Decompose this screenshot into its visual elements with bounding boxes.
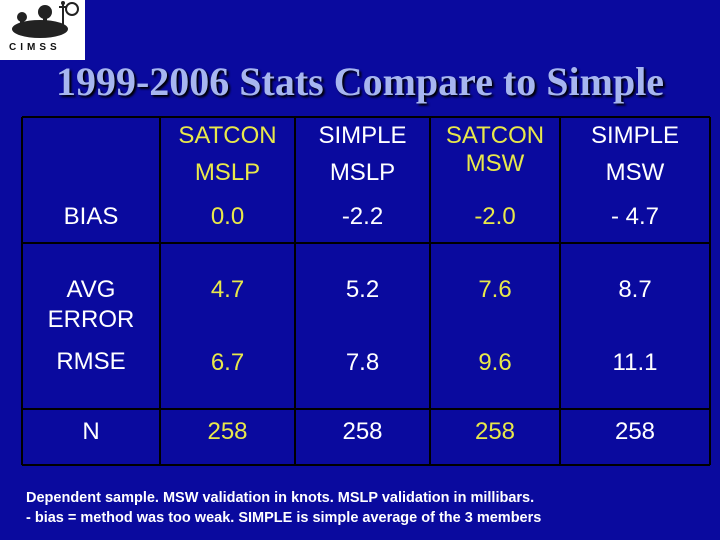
row-label-avg-error-line1: AVG	[66, 276, 116, 303]
cell-bias-simple-mslp: -2.2	[341, 203, 384, 230]
cell-n-simple-msw: 258	[614, 418, 656, 445]
logo-text: CIMSS	[9, 42, 61, 53]
cell-bias-satcon-mslp: 0.0	[210, 203, 245, 230]
header-simple-mslp-line2: MSLP	[329, 159, 396, 186]
header-simple-msw: SIMPLE MSW	[560, 122, 710, 187]
cell-rmse-satcon-msw: 9.6	[478, 349, 512, 376]
row-label-avg-error: AVG ERROR	[22, 275, 160, 335]
cell-n-satcon-mslp: 258	[207, 418, 248, 445]
cell-rmse-satcon-mslp: 6.7	[210, 349, 245, 376]
cimss-logo-icon	[12, 1, 79, 38]
slide-title: 1999-2006 Stats Compare to Simple	[55, 59, 665, 104]
cell-n-simple-mslp: 258	[342, 418, 383, 445]
header-satcon-msw-line2: MSW	[465, 150, 525, 177]
cell-avg-error-satcon-mslp: 4.7	[210, 276, 245, 303]
header-simple-msw-line1: SIMPLE	[590, 122, 680, 149]
row-label-rmse: RMSE	[56, 348, 126, 375]
cimss-logo: CIMSS	[0, 0, 85, 60]
footnote: Dependent sample. MSW validation in knot…	[26, 488, 541, 528]
row-label-n: N	[82, 418, 100, 445]
row-label-bias: BIAS	[63, 203, 119, 230]
header-simple-msw-line2: MSW	[605, 159, 665, 186]
row-label-avg-error-line2: ERROR	[47, 306, 135, 333]
header-simple-mslp-line1: SIMPLE	[318, 122, 407, 149]
cell-rmse-simple-mslp: 7.8	[345, 349, 380, 376]
header-simple-mslp: SIMPLE MSLP	[295, 122, 430, 187]
cell-avg-error-simple-msw: 8.7	[618, 276, 652, 303]
cell-avg-error-satcon-msw: 7.6	[478, 276, 512, 303]
header-satcon-msw-line1: SATCON	[445, 122, 545, 149]
header-satcon-mslp-line1: SATCON	[178, 122, 277, 149]
header-satcon-msw: SATCON MSW	[430, 122, 560, 178]
footnote-line-1: Dependent sample. MSW validation in knot…	[26, 490, 535, 506]
footnote-line-2: - bias = method was too weak. SIMPLE is …	[26, 510, 542, 526]
header-satcon-mslp: SATCON MSLP	[160, 122, 295, 187]
cell-bias-satcon-msw: -2.0	[474, 203, 516, 230]
cell-bias-simple-msw: - 4.7	[610, 203, 660, 230]
cell-avg-error-simple-mslp: 5.2	[345, 276, 380, 303]
cell-n-satcon-msw: 258	[474, 418, 516, 445]
header-satcon-mslp-line2: MSLP	[194, 159, 261, 186]
cell-rmse-simple-msw: 11.1	[612, 349, 658, 376]
